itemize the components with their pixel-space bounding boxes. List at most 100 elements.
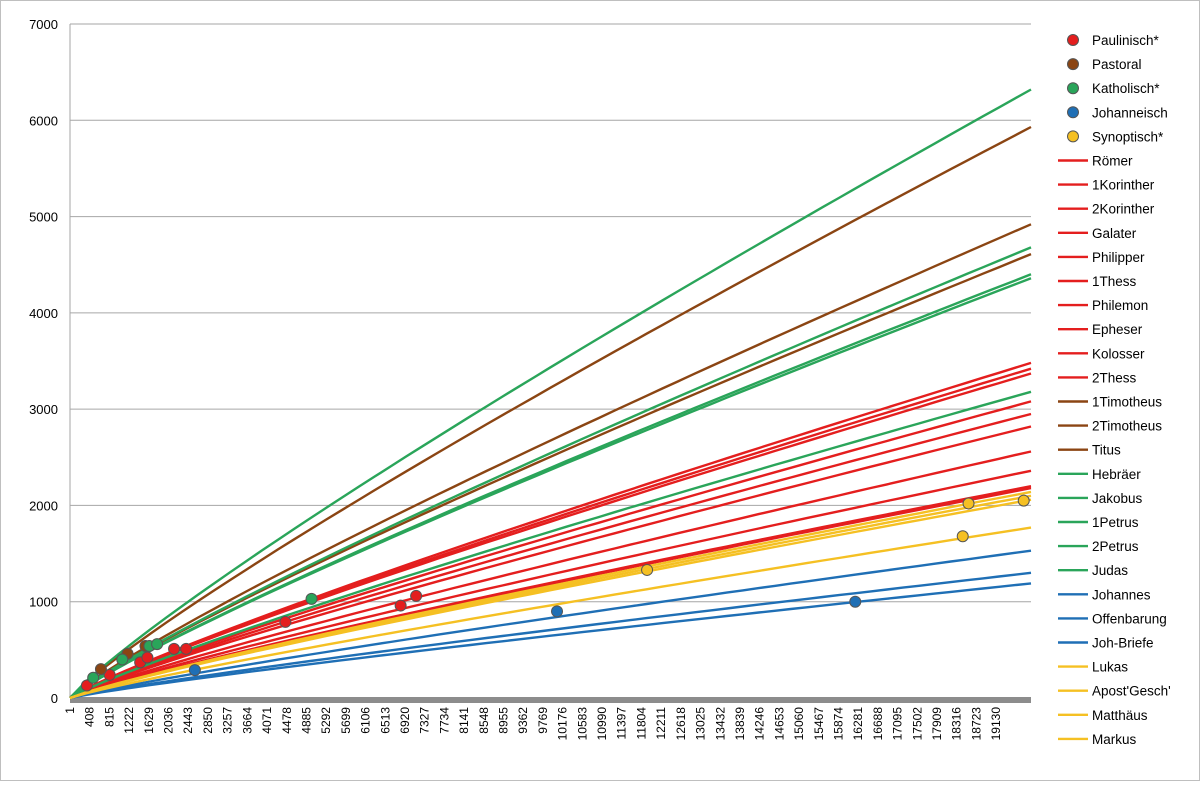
x-tick-label: 4071 <box>260 707 274 734</box>
x-tick-label: 3664 <box>240 707 254 734</box>
legend-marker <box>1067 130 1079 143</box>
x-tick-label: 7327 <box>418 707 432 734</box>
x-tick-label: 13432 <box>713 707 727 741</box>
x-tick-label: 19130 <box>989 707 1003 741</box>
series-line <box>69 582 1032 700</box>
legend-label: Philemon <box>1092 298 1148 313</box>
legend-label: Jakobus <box>1092 491 1143 506</box>
data-point <box>141 651 154 664</box>
series-line <box>69 412 1032 700</box>
x-tick-label: 815 <box>102 707 116 727</box>
legend-label: 2Petrus <box>1092 539 1139 554</box>
x-tick-label: 8548 <box>477 707 491 734</box>
x-tick-label: 11397 <box>615 707 629 740</box>
legend-label: Joh-Briefe <box>1092 636 1154 651</box>
y-tick-label: 6000 <box>29 113 58 128</box>
x-tick-label: 15874 <box>831 707 845 741</box>
legend-label: 2Timotheus <box>1092 419 1162 434</box>
x-tick-label: 9769 <box>536 707 550 734</box>
legend-label: Matthäus <box>1092 708 1148 723</box>
legend-label: Synoptisch* <box>1092 129 1164 144</box>
x-tick-label: 5699 <box>339 707 353 734</box>
data-point <box>956 530 969 543</box>
x-tick-label: 2850 <box>201 707 215 734</box>
legend-label: Philipper <box>1092 250 1145 265</box>
x-tick-label: 1629 <box>142 707 156 734</box>
data-point <box>551 605 564 618</box>
x-tick-label: 12618 <box>674 707 688 741</box>
x-tick-label: 10990 <box>595 707 609 741</box>
series-line <box>69 425 1032 700</box>
series-line <box>69 400 1032 700</box>
x-tick-label: 1222 <box>122 707 136 734</box>
x-tick-label: 6106 <box>359 707 373 734</box>
legend-label: Johanneisch <box>1092 105 1168 120</box>
series-line <box>69 526 1032 700</box>
legend-label: 2Thess <box>1092 370 1137 385</box>
legend-label: Pastoral <box>1092 57 1142 72</box>
legend-label: 1Korinther <box>1092 178 1155 193</box>
y-tick-label: 4000 <box>29 306 58 321</box>
legend-marker <box>1067 82 1079 95</box>
legend-label: Katholisch* <box>1092 81 1160 96</box>
x-tick-label: 9362 <box>516 707 530 734</box>
legend-label: Epheser <box>1092 322 1143 337</box>
series-line <box>69 277 1032 699</box>
x-tick-label: 2443 <box>181 707 195 734</box>
data-point <box>180 642 193 655</box>
data-point <box>168 642 181 655</box>
legend-label: Apost'Gesch' <box>1092 684 1171 699</box>
y-tick-label: 0 <box>51 691 58 706</box>
x-tick-label: 15060 <box>792 707 806 741</box>
x-tick-label: 4885 <box>299 707 313 734</box>
x-tick-label: 12211 <box>654 707 668 740</box>
x-tick-label: 17095 <box>891 707 905 741</box>
series-line <box>69 246 1032 699</box>
legend-marker <box>1067 34 1079 46</box>
data-point <box>103 668 116 681</box>
legend-marker <box>1067 58 1079 71</box>
series-line <box>69 571 1032 700</box>
data-point <box>151 638 164 651</box>
x-tick-label: 15467 <box>812 707 826 741</box>
legend-label: 2Korinther <box>1092 202 1155 217</box>
series-line <box>69 88 1032 699</box>
data-point <box>849 595 862 608</box>
series-line <box>69 498 1032 700</box>
data-point <box>962 497 975 510</box>
data-point <box>410 589 423 602</box>
x-tick-label: 8955 <box>497 707 511 734</box>
legend-label: Offenbarung <box>1092 611 1167 626</box>
data-point <box>394 599 407 612</box>
series-lines <box>69 88 1032 700</box>
legend-label: Judas <box>1092 563 1128 578</box>
legend-label: Hebräer <box>1092 467 1141 482</box>
data-point <box>94 663 107 676</box>
x-tick-label: 7734 <box>437 707 451 734</box>
x-tick-label: 13025 <box>694 707 708 741</box>
legend-label: Titus <box>1092 443 1121 458</box>
y-tick-label: 2000 <box>29 498 58 513</box>
x-tick-label: 1 <box>63 707 77 714</box>
data-point <box>305 592 318 605</box>
x-tick-label: 14246 <box>753 707 767 741</box>
y-tick-label: 7000 <box>29 17 58 32</box>
series-line <box>69 372 1032 699</box>
series-line <box>69 390 1032 699</box>
x-tick-label: 18723 <box>969 707 983 741</box>
legend-label: Lukas <box>1092 660 1128 675</box>
data-point <box>87 671 100 684</box>
x-tick-label: 17909 <box>930 707 944 741</box>
legend-label: 1Petrus <box>1092 515 1139 530</box>
x-tick-label: 14653 <box>772 707 786 741</box>
x-tick-label: 2036 <box>162 707 176 734</box>
x-tick-label: 18316 <box>950 707 964 741</box>
series-line <box>69 469 1032 700</box>
series-line <box>69 223 1032 699</box>
x-tick-label: 6513 <box>378 707 392 734</box>
legend-label: Markus <box>1092 732 1137 747</box>
legend: Paulinisch* Pastoral Katholisch* Johanneisc… <box>1058 33 1171 747</box>
data-point <box>116 653 129 666</box>
x-tick-label: 5292 <box>319 707 333 734</box>
x-axis-band <box>70 697 1031 703</box>
